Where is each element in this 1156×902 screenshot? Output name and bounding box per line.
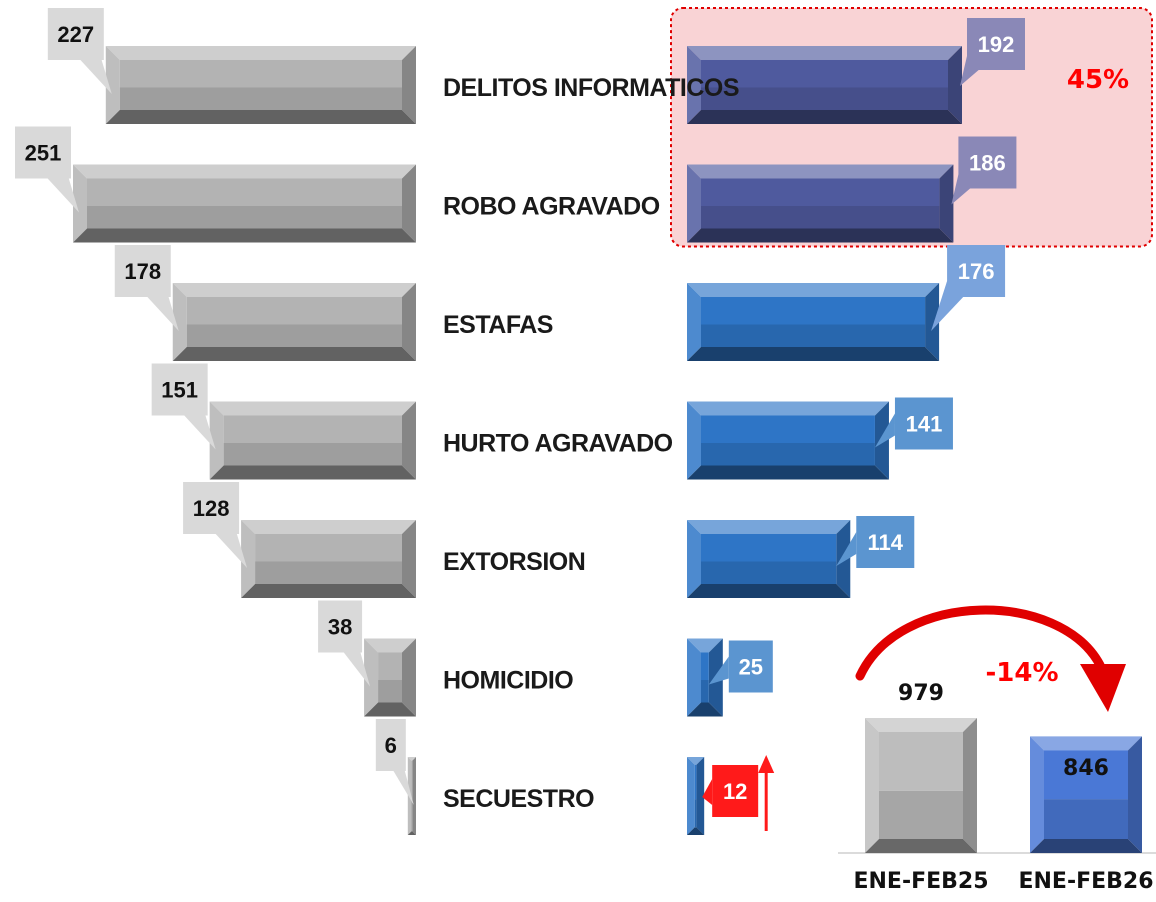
right-value-4-text: 114 — [868, 530, 904, 555]
left-value-4: 128 — [183, 482, 248, 568]
left-value-4-text: 128 — [193, 496, 230, 521]
right-bar-3 — [687, 401, 889, 480]
right-value-6: 12 — [702, 765, 759, 817]
total-category-0: ENE-FEB25 — [853, 869, 988, 894]
category-label-2: ESTAFAS — [443, 311, 553, 339]
right-value-0-text: 192 — [978, 32, 1015, 57]
right-value-1-text: 186 — [969, 151, 1006, 176]
category-label-5: HOMICIDIO — [443, 667, 573, 695]
left-value-6-text: 6 — [385, 733, 397, 758]
highlight-percent: 45% — [1067, 65, 1129, 95]
left-value-5: 38 — [318, 600, 371, 687]
right-value-5-text: 25 — [739, 655, 763, 680]
left-bar-3 — [209, 401, 416, 480]
category-labels: DELITOS INFORMATICOS ROBO AGRAVADO ESTAFAS… — [443, 74, 740, 813]
right-value-3-text: 141 — [906, 412, 943, 437]
left-value-3: 151 — [151, 363, 216, 450]
totals-chart: 979 ENE-FEB25 846 ENE-FEB26 -14% — [838, 605, 1156, 894]
left-value-1-text: 251 — [25, 141, 62, 166]
change-percent: -14% — [985, 658, 1058, 688]
total-bar-0 — [865, 718, 977, 853]
series-right: 192 186 176 141 114 25 12 — [687, 18, 1025, 835]
change-arrow — [855, 605, 1126, 712]
total-value-0: 979 — [898, 681, 944, 706]
left-value-5-text: 38 — [328, 615, 352, 640]
total-value-1: 846 — [1063, 756, 1109, 781]
left-value-3-text: 151 — [161, 378, 198, 403]
right-bar-6 — [687, 757, 705, 835]
left-bar-1 — [73, 164, 416, 243]
series-left: 227 251 178 151 128 38 6 — [15, 8, 416, 835]
total-bar-1 — [1030, 736, 1142, 853]
category-label-6: SECUESTRO — [443, 785, 594, 813]
right-value-3: 141 — [874, 397, 953, 450]
right-bar-1 — [687, 164, 954, 243]
left-bar-4 — [241, 520, 416, 598]
total-category-1: ENE-FEB26 — [1018, 869, 1153, 894]
right-value-0: 192 — [960, 18, 1025, 86]
left-value-0: 227 — [47, 8, 112, 94]
left-bar-2 — [172, 283, 416, 361]
left-value-1: 251 — [15, 126, 79, 213]
right-bar-2 — [687, 283, 940, 361]
right-bar-4 — [687, 520, 851, 598]
left-value-2-text: 178 — [124, 259, 161, 284]
right-value-5: 25 — [708, 640, 773, 693]
right-value-6-text: 12 — [723, 779, 747, 804]
category-label-3: HURTO AGRAVADO — [443, 430, 673, 458]
category-label-1: ROBO AGRAVADO — [443, 193, 660, 221]
right-value-1: 186 — [951, 136, 1017, 205]
left-bar-5 — [364, 638, 416, 717]
right-value-2: 176 — [931, 245, 1006, 331]
left-value-2: 178 — [114, 245, 179, 331]
left-bar-6 — [407, 757, 416, 835]
left-value-6: 6 — [375, 719, 414, 805]
increase-arrow — [758, 755, 775, 831]
left-bar-0 — [105, 46, 416, 124]
right-value-2-text: 176 — [958, 259, 995, 284]
category-label-4: EXTORSION — [443, 548, 585, 576]
left-value-0-text: 227 — [57, 22, 94, 47]
right-value-4: 114 — [836, 516, 915, 568]
category-label-0: DELITOS INFORMATICOS — [443, 74, 739, 102]
right-bar-0 — [687, 46, 962, 124]
